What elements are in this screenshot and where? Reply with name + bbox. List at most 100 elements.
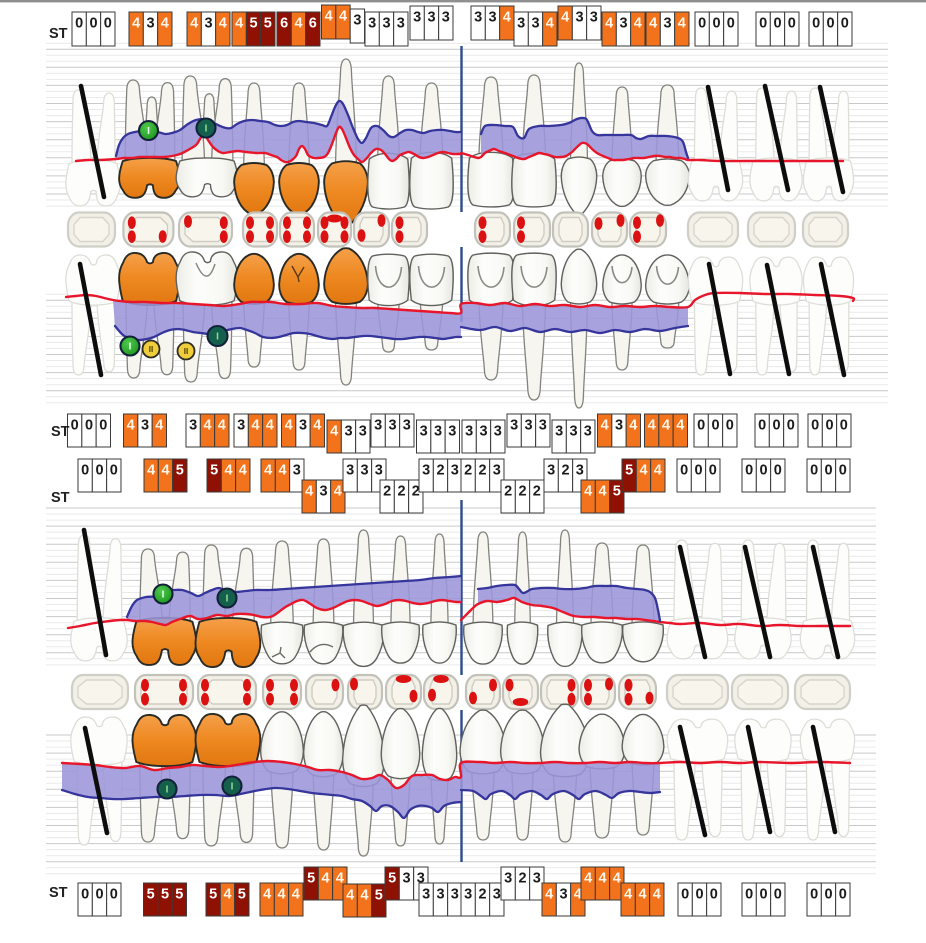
svg-text:0: 0	[839, 463, 847, 479]
svg-text:4: 4	[638, 887, 646, 903]
svg-text:4: 4	[574, 887, 582, 903]
svg-text:3: 3	[510, 418, 518, 434]
svg-text:4: 4	[321, 871, 329, 887]
svg-text:2: 2	[436, 463, 444, 479]
svg-text:5: 5	[147, 887, 155, 903]
svg-text:ST: ST	[51, 424, 70, 440]
svg-text:3: 3	[374, 418, 382, 434]
svg-text:I: I	[226, 594, 229, 605]
svg-text:ST: ST	[49, 885, 68, 901]
svg-text:3: 3	[569, 424, 577, 440]
svg-text:3: 3	[531, 16, 539, 32]
svg-text:3: 3	[494, 424, 502, 440]
svg-text:0: 0	[824, 887, 832, 903]
svg-text:3: 3	[517, 16, 525, 32]
svg-text:0: 0	[840, 418, 848, 434]
svg-text:4: 4	[278, 463, 286, 479]
svg-text:3: 3	[422, 463, 430, 479]
svg-text:5: 5	[388, 871, 396, 887]
svg-text:I: I	[166, 785, 169, 796]
svg-text:3: 3	[319, 484, 327, 500]
svg-text:3: 3	[448, 424, 456, 440]
svg-text:0: 0	[694, 463, 702, 479]
svg-text:3: 3	[465, 424, 473, 440]
svg-text:0: 0	[81, 463, 89, 479]
svg-text:5: 5	[161, 887, 169, 903]
svg-text:4: 4	[224, 463, 232, 479]
svg-text:3: 3	[615, 418, 623, 434]
svg-text:2: 2	[464, 463, 472, 479]
svg-text:6: 6	[309, 16, 317, 32]
svg-text:II: II	[184, 347, 188, 356]
svg-text:3: 3	[141, 418, 149, 434]
svg-text:4: 4	[629, 418, 637, 434]
svg-text:0: 0	[711, 418, 719, 434]
svg-text:4: 4	[653, 887, 661, 903]
svg-text:5: 5	[613, 484, 621, 500]
svg-text:3: 3	[237, 418, 245, 434]
svg-text:3: 3	[368, 16, 376, 32]
svg-text:4: 4	[634, 16, 642, 32]
svg-text:4: 4	[561, 10, 569, 26]
svg-text:3: 3	[402, 871, 410, 887]
svg-text:4: 4	[277, 887, 285, 903]
svg-text:3: 3	[344, 424, 352, 440]
svg-text:0: 0	[95, 463, 103, 479]
svg-text:0: 0	[811, 418, 819, 434]
svg-text:3: 3	[547, 463, 555, 479]
svg-text:I: I	[162, 590, 165, 601]
svg-text:4: 4	[584, 871, 592, 887]
svg-text:4: 4	[266, 418, 274, 434]
svg-text:3: 3	[413, 10, 421, 26]
svg-text:4: 4	[648, 418, 656, 434]
svg-text:3: 3	[375, 463, 383, 479]
svg-text:3: 3	[464, 887, 472, 903]
svg-text:4: 4	[263, 887, 271, 903]
svg-text:4: 4	[678, 16, 686, 32]
svg-text:4: 4	[676, 418, 684, 434]
svg-text:4: 4	[219, 16, 227, 32]
svg-text:0: 0	[712, 16, 720, 32]
svg-text:3: 3	[388, 418, 396, 434]
svg-text:0: 0	[75, 16, 83, 32]
svg-text:5: 5	[249, 16, 257, 32]
svg-text:0: 0	[772, 418, 780, 434]
svg-text:0: 0	[104, 16, 112, 32]
svg-text:4: 4	[601, 418, 609, 434]
svg-text:3: 3	[422, 887, 430, 903]
svg-text:3: 3	[575, 10, 583, 26]
svg-text:2: 2	[478, 463, 486, 479]
svg-text:4: 4	[292, 887, 300, 903]
svg-text:3: 3	[299, 418, 307, 434]
svg-text:4: 4	[624, 887, 632, 903]
svg-text:3: 3	[524, 418, 532, 434]
svg-text:3: 3	[584, 424, 592, 440]
svg-text:0: 0	[839, 887, 847, 903]
svg-text:4: 4	[218, 418, 226, 434]
svg-text:3: 3	[451, 887, 459, 903]
svg-text:0: 0	[774, 887, 782, 903]
svg-text:4: 4	[613, 871, 621, 887]
svg-text:4: 4	[235, 16, 243, 32]
svg-text:3: 3	[619, 16, 627, 32]
svg-text:2: 2	[478, 887, 486, 903]
svg-text:4: 4	[360, 888, 368, 904]
svg-text:3: 3	[417, 871, 425, 887]
svg-text:0: 0	[787, 418, 795, 434]
svg-text:2: 2	[412, 484, 420, 500]
svg-text:5: 5	[210, 463, 218, 479]
svg-text:0: 0	[710, 887, 718, 903]
svg-text:0: 0	[71, 418, 79, 434]
svg-text:4: 4	[598, 871, 606, 887]
svg-text:2: 2	[383, 484, 391, 500]
svg-text:5: 5	[264, 16, 272, 32]
svg-text:4: 4	[336, 871, 344, 887]
svg-text:0: 0	[812, 16, 820, 32]
svg-text:4: 4	[325, 9, 333, 25]
svg-text:0: 0	[745, 463, 753, 479]
svg-text:3: 3	[293, 463, 301, 479]
svg-text:3: 3	[493, 463, 501, 479]
svg-text:4: 4	[294, 16, 302, 32]
svg-text:2: 2	[397, 484, 405, 500]
svg-text:4: 4	[649, 16, 657, 32]
